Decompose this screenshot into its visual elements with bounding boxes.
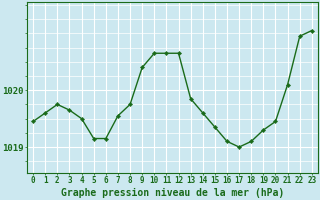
- X-axis label: Graphe pression niveau de la mer (hPa): Graphe pression niveau de la mer (hPa): [61, 188, 284, 198]
